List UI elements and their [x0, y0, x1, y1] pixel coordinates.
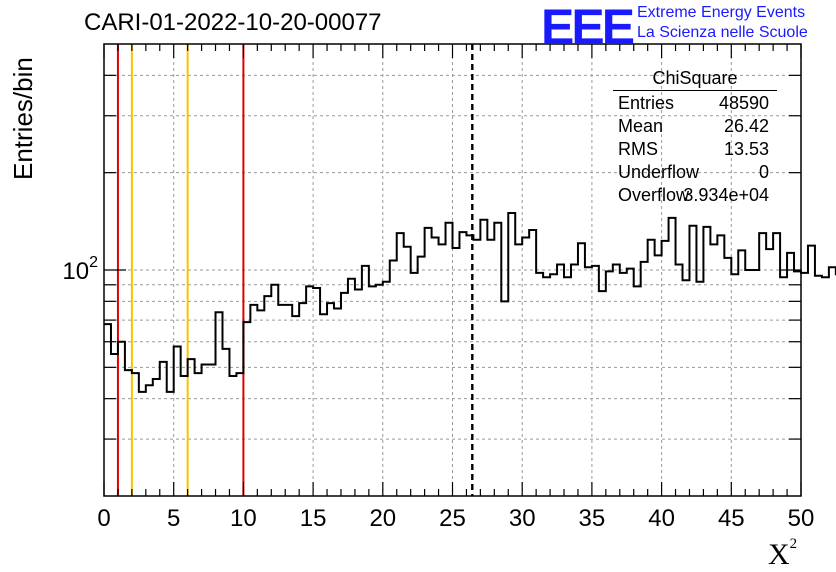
x-tick-label: 50	[788, 505, 815, 532]
x-tick-label: 20	[369, 505, 396, 532]
eee-logo-mark: EEE	[541, 0, 635, 55]
stats-value: 3.934e+04	[683, 185, 769, 205]
logo-text-line2: La Scienza nelle Scuole	[637, 24, 808, 41]
x-axis-label: X2	[768, 536, 798, 572]
stats-key: Mean	[618, 116, 664, 136]
x-tick-label: 0	[97, 505, 110, 532]
x-tick-label: 10	[230, 505, 257, 532]
histogram-outline	[104, 212, 836, 393]
x-tick-label: 5	[167, 505, 180, 532]
stats-key: Underflow	[618, 162, 700, 182]
stats-row: Mean 26.42	[618, 116, 769, 138]
stats-key: RMS	[618, 139, 658, 159]
x-tick-label: 30	[509, 505, 536, 532]
stats-value: 26.42	[723, 116, 769, 136]
stats-value: 48590	[718, 93, 769, 113]
x-axis-label-base: X	[768, 538, 790, 571]
stats-row: Entries 48590	[618, 93, 769, 115]
stats-row: RMS 13.53	[618, 139, 769, 161]
stats-row: Overflow 3.934e+04	[618, 185, 769, 207]
x-axis-label-superscript: 2	[789, 536, 798, 552]
chart-title: CARI-01-2022-10-20-00077	[84, 9, 382, 36]
stats-box: ChiSquare Entries 48590 Mean 26.42 RMS 1…	[611, 63, 779, 211]
y-axis-label: Entries/bin	[8, 57, 38, 180]
stats-title-rule	[613, 90, 777, 91]
stats-row: Underflow 0	[618, 162, 769, 184]
stats-value: 0	[758, 162, 769, 182]
logo-text-line1: Extreme Energy Events	[637, 4, 806, 21]
stats-value: 13.53	[723, 139, 769, 159]
x-tick-label: 40	[648, 505, 675, 532]
stats-title: ChiSquare	[652, 68, 738, 88]
y-tick-label: 102	[62, 254, 98, 285]
stats-key: Entries	[618, 93, 675, 113]
x-tick-label: 45	[718, 505, 745, 532]
x-tick-label: 35	[579, 505, 606, 532]
x-tick-label: 15	[300, 505, 327, 532]
stats-key: Overflow	[618, 185, 690, 205]
x-tick-label: 25	[439, 505, 466, 532]
